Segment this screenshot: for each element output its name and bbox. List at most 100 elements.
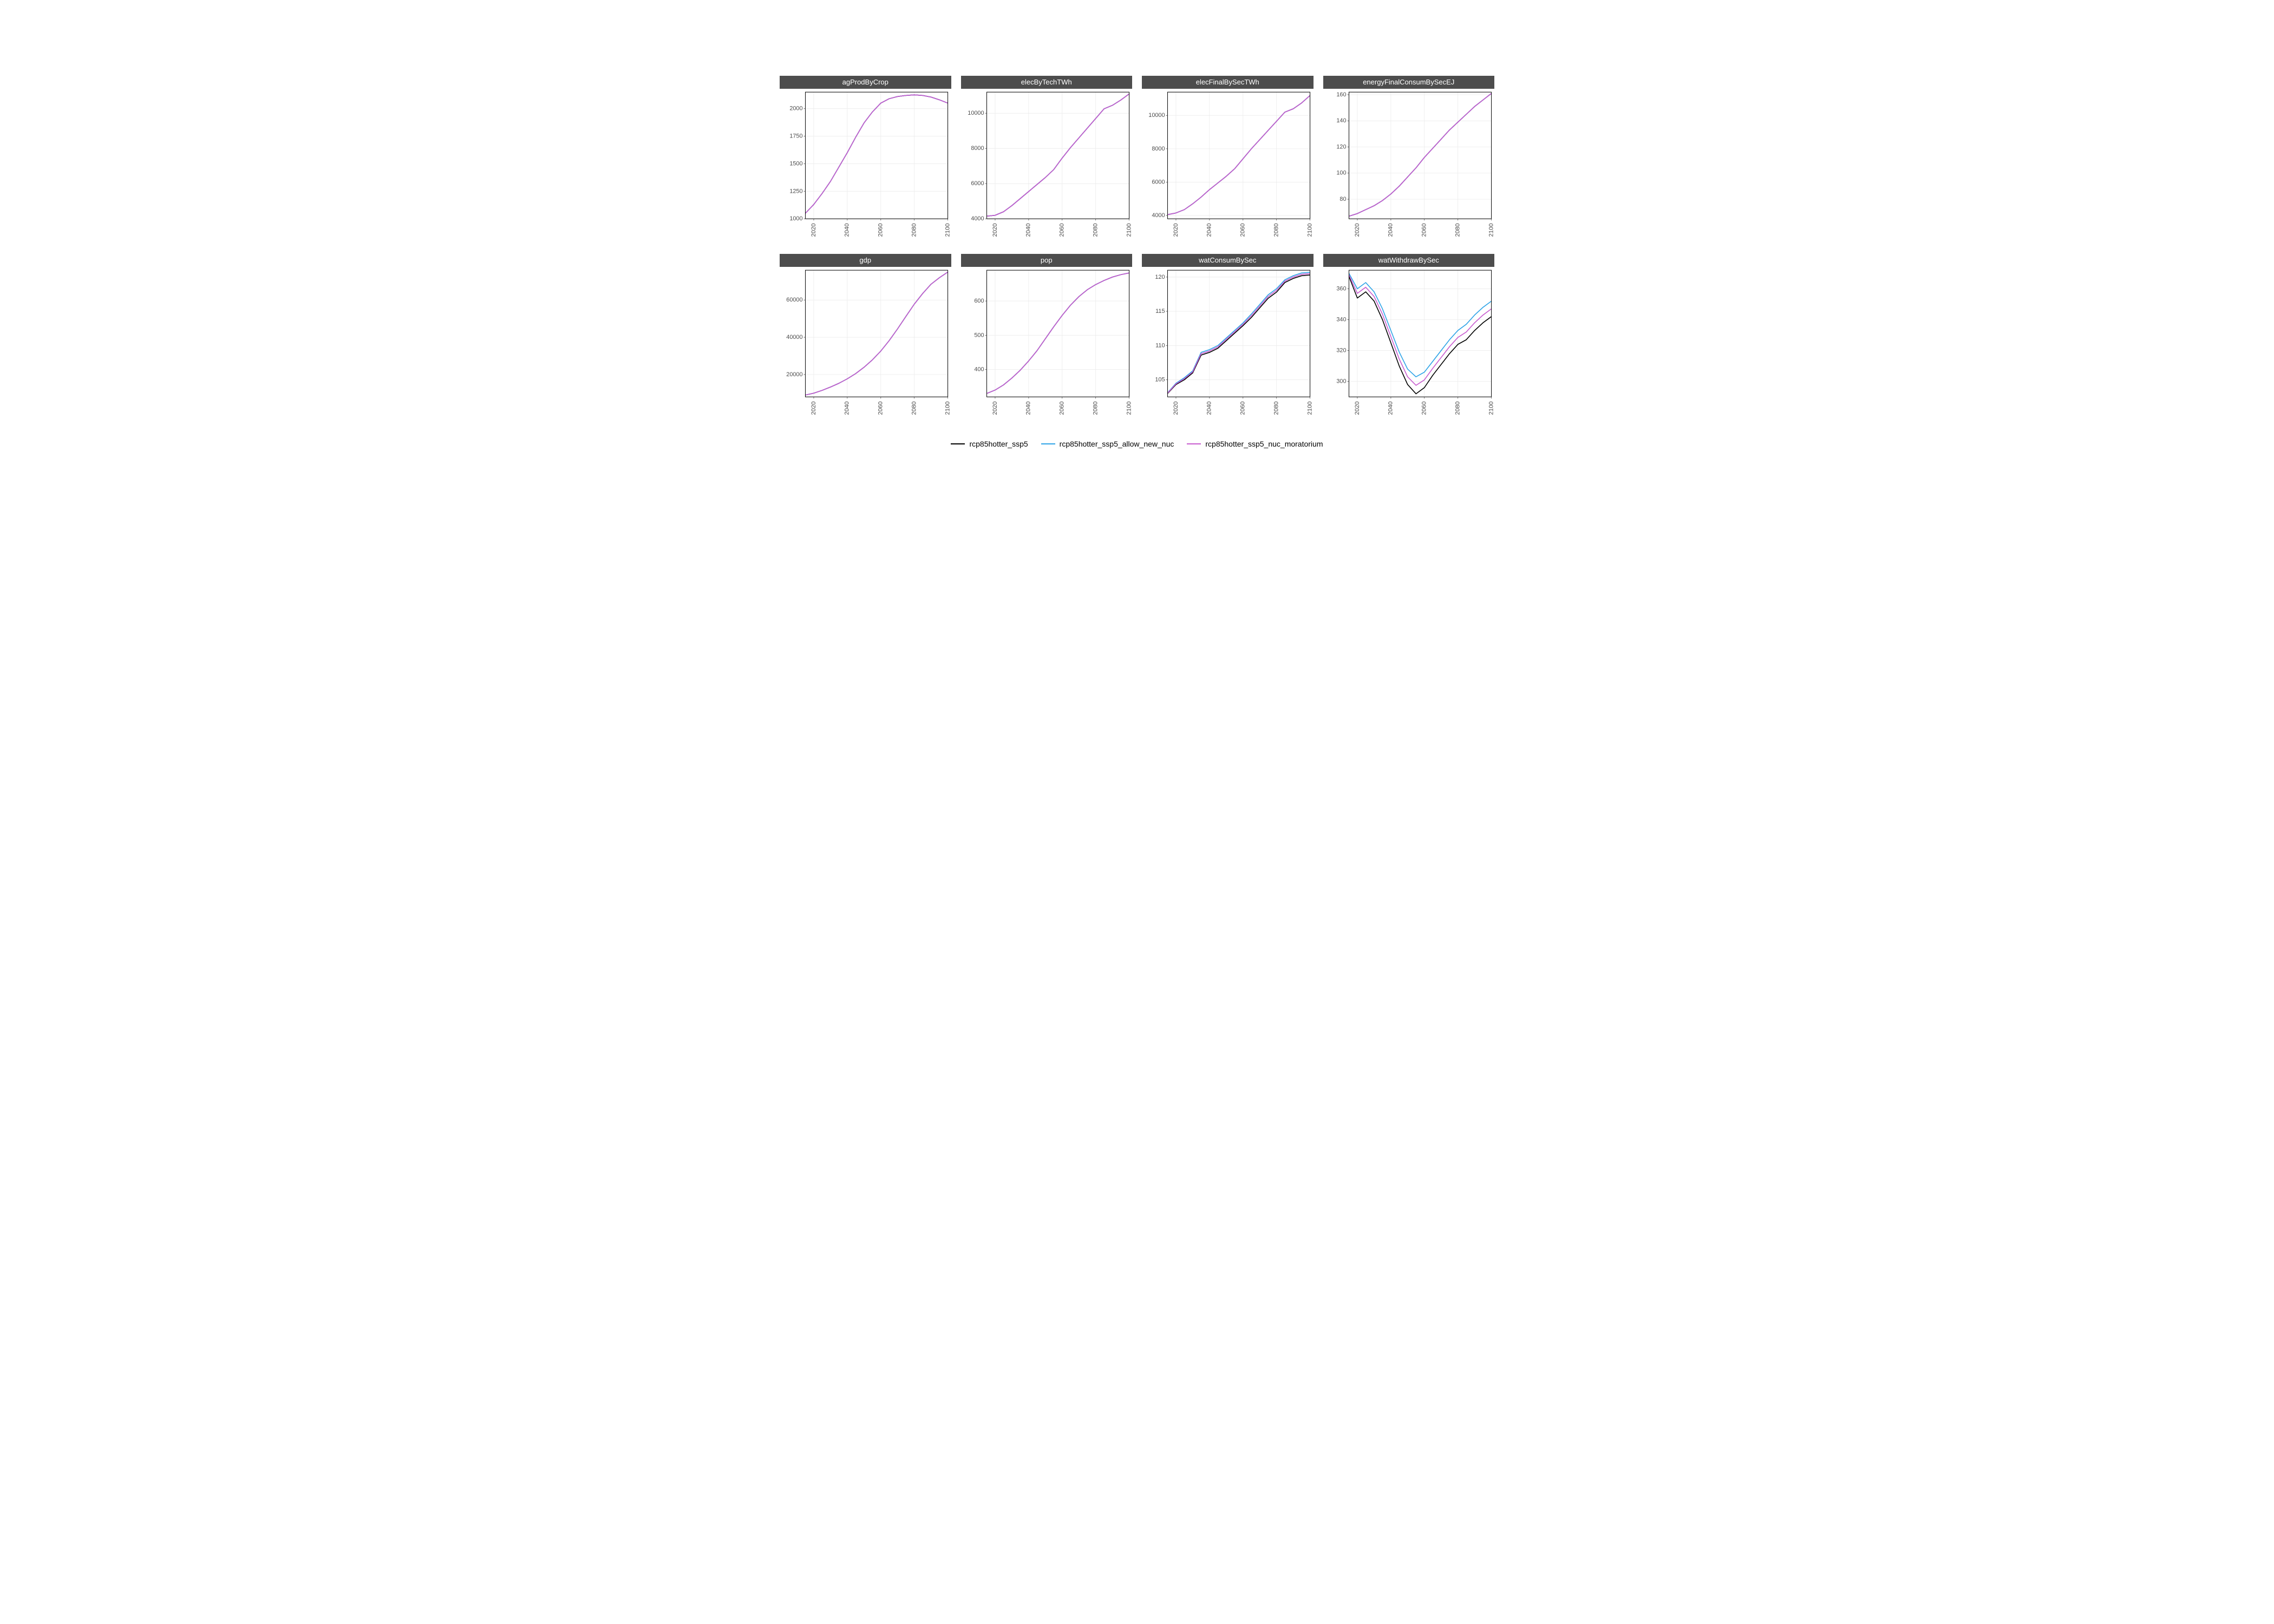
y-tick-label: 1750 [789, 133, 802, 139]
x-tick-label: 2020 [991, 401, 998, 415]
x-tick-label: 2040 [1206, 401, 1213, 415]
x-tick-label: 2020 [811, 401, 817, 415]
y-tick-label: 8000 [1152, 145, 1165, 152]
panel-title: energyFinalConsumBySecEJ [1363, 78, 1454, 86]
x-tick-label: 2040 [844, 401, 851, 415]
plot-area: 1000125015001750200020202040206020802100 [780, 89, 951, 244]
y-tick-label: 1250 [789, 188, 802, 194]
y-tick-label: 400 [974, 366, 984, 372]
legend-item: rcp85hotter_ssp5_nuc_moratorium [1187, 440, 1323, 448]
x-tick-label: 2100 [1307, 401, 1314, 415]
legend-swatch [951, 443, 965, 444]
figure: agProdByCrop1000125015001750200020202040… [758, 0, 1516, 541]
y-tick-label: 40000 [786, 333, 802, 340]
y-tick-label: 1500 [789, 160, 802, 167]
panel-title: elecFinalBySecTWh [1196, 78, 1259, 86]
y-tick-label: 80 [1339, 195, 1346, 202]
y-tick-label: 10000 [968, 110, 984, 116]
panel-title-strip: agProdByCrop [780, 76, 951, 89]
x-tick-label: 2020 [1173, 223, 1179, 237]
legend-label: rcp85hotter_ssp5 [969, 440, 1028, 448]
panel: elecByTechTWh 4000 6000 8000 10000 2020 2040 20… [961, 76, 1133, 244]
x-tick-label: 2060 [1240, 401, 1246, 415]
panel-title-strip: elecFinalBySecTWh [1142, 76, 1314, 89]
panel: pop40050060020202040206020802100 [961, 254, 1133, 422]
plot-area: 4000600080001000020202040206020802100 [961, 89, 1133, 244]
y-tick-label: 360 [1336, 285, 1346, 292]
x-tick-label: 2040 [1025, 223, 1031, 237]
y-tick-label: 160 [1336, 91, 1346, 97]
plot-area: 10511011512020202040206020802100 [1142, 267, 1314, 422]
x-tick-label: 2060 [1421, 223, 1427, 237]
y-tick-label: 6000 [971, 180, 984, 187]
plot-area: 4000600080001000020202040206020802100 [1142, 89, 1314, 244]
y-tick-label: 8000 [971, 145, 984, 152]
x-tick-label: 2100 [1488, 401, 1494, 415]
plot-area: 20000400006000020202040206020802100 [780, 267, 951, 422]
x-tick-label: 2100 [1126, 223, 1132, 237]
y-tick-label: 140 [1336, 117, 1346, 124]
x-tick-label: 2080 [1454, 401, 1461, 415]
legend: rcp85hotter_ssp5 rcp85hotter_ssp5_allow_n… [758, 437, 1516, 448]
panel-title: agProdByCrop [842, 78, 888, 86]
panel-grid: agProdByCrop1000125015001750200020202040… [758, 76, 1516, 422]
y-tick-label: 340 [1336, 316, 1346, 323]
y-tick-label: 20000 [786, 371, 802, 377]
y-tick-label: 120 [1336, 143, 1346, 150]
legend-label: rcp85hotter_ssp5_nuc_moratorium [1205, 440, 1323, 448]
x-tick-label: 2100 [945, 401, 951, 415]
legend-swatch [1187, 443, 1201, 444]
legend-item: rcp85hotter_ssp5 [951, 440, 1028, 448]
y-tick-label: 10000 [1148, 112, 1165, 119]
x-tick-label: 2060 [878, 223, 884, 237]
x-tick-label: 2040 [1387, 223, 1394, 237]
y-tick-label: 320 [1336, 347, 1346, 353]
panel: agProdByCrop1000125015001750200020202040… [780, 76, 951, 244]
x-tick-label: 2020 [811, 223, 817, 237]
x-tick-label: 2100 [1126, 401, 1132, 415]
panel: energyFinalConsumBySecEJ8010012014016020… [1323, 76, 1495, 244]
x-tick-label: 2080 [911, 401, 918, 415]
x-tick-label: 2080 [1454, 223, 1461, 237]
y-tick-label: 110 [1155, 342, 1165, 349]
plot-area: 8010012014016020202040206020802100 [1323, 89, 1495, 244]
panel-title: watWithdrawBySec [1378, 256, 1439, 264]
y-tick-label: 300 [1336, 378, 1346, 384]
x-tick-label: 2080 [1092, 223, 1099, 237]
x-tick-label: 2040 [1387, 401, 1394, 415]
panel-title-strip: gdp [780, 254, 951, 267]
y-tick-label: 500 [974, 332, 984, 338]
y-tick-label: 6000 [1152, 179, 1165, 185]
panel-title-strip: watConsumBySec [1142, 254, 1314, 267]
x-tick-label: 2080 [911, 223, 918, 237]
x-tick-label: 2100 [1307, 223, 1314, 237]
x-tick-label: 2080 [1092, 401, 1099, 415]
x-tick-label: 2020 [991, 223, 998, 237]
x-tick-label: 2020 [1354, 223, 1360, 237]
panel: watWithdrawBySec 300 320 340 360 2020 2040 2060… [1323, 254, 1495, 422]
panel-title: gdp [859, 256, 871, 264]
x-tick-label: 2020 [1354, 401, 1360, 415]
x-tick-label: 2020 [1173, 401, 1179, 415]
panel-title: elecByTechTWh [1021, 78, 1072, 86]
x-tick-label: 2080 [1273, 223, 1280, 237]
panel-title-strip: pop [961, 254, 1133, 267]
x-tick-label: 2040 [844, 223, 851, 237]
panel-title-strip: energyFinalConsumBySecEJ [1323, 76, 1495, 89]
panel-title-strip: elecByTechTWh [961, 76, 1133, 89]
x-tick-label: 2060 [1421, 401, 1427, 415]
x-tick-label: 2040 [1025, 401, 1031, 415]
panel-title-strip: watWithdrawBySec [1323, 254, 1495, 267]
legend-label: rcp85hotter_ssp5_allow_new_nuc [1060, 440, 1174, 448]
y-tick-label: 600 [974, 297, 984, 304]
panel: watConsumBySec10511011512020202040206020… [1142, 254, 1314, 422]
x-tick-label: 2080 [1273, 401, 1280, 415]
y-tick-label: 4000 [971, 215, 984, 222]
y-tick-label: 4000 [1152, 212, 1165, 218]
panel: elecFinalBySecTWh 4000 6000 8000 10000 2020 20… [1142, 76, 1314, 244]
plot-area: 300 320 340 360 2020 2040 2060 2080 2100 [1323, 267, 1495, 422]
legend-swatch [1041, 443, 1055, 444]
panel-title: watConsumBySec [1199, 256, 1256, 264]
x-tick-label: 2100 [1488, 223, 1494, 237]
x-tick-label: 2100 [945, 223, 951, 237]
